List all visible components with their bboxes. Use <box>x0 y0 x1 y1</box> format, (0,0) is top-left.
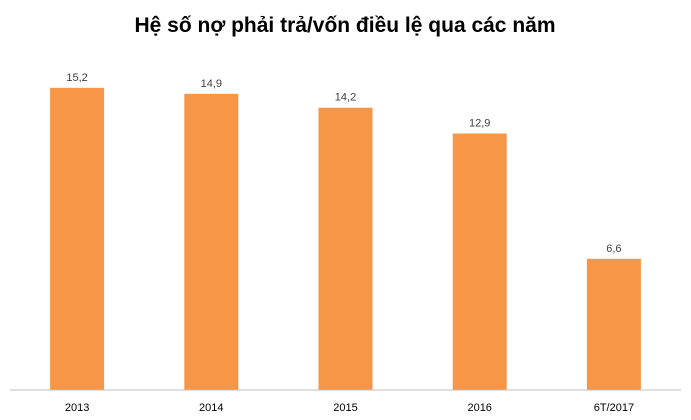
bar-2016 <box>452 133 507 390</box>
x-tick-label: 2013 <box>65 402 89 414</box>
x-tick-label: 2014 <box>199 402 223 414</box>
x-tick-label: 2015 <box>333 402 357 414</box>
data-label: 12,9 <box>469 118 490 130</box>
x-tick-labels: 2013 2014 2015 2016 6T/2017 <box>65 402 634 414</box>
bar-2013 <box>50 87 105 391</box>
data-label: 6,6 <box>606 243 621 255</box>
x-tick-label: 2016 <box>467 402 491 414</box>
data-label: 14,9 <box>201 78 222 90</box>
bars-group <box>50 87 641 391</box>
bar-2014 <box>184 93 239 391</box>
bar-6t-2017 <box>586 258 641 390</box>
chart-title: Hệ số nợ phải trả/vốn điều lệ qua các nă… <box>134 14 555 37</box>
data-label: 15,2 <box>66 72 87 84</box>
bar-2015 <box>318 107 373 390</box>
x-tick-label: 6T/2017 <box>594 402 634 414</box>
data-label: 14,2 <box>335 92 356 104</box>
data-labels-group: 15,2 14,9 14,2 12,9 6,6 <box>66 72 621 255</box>
